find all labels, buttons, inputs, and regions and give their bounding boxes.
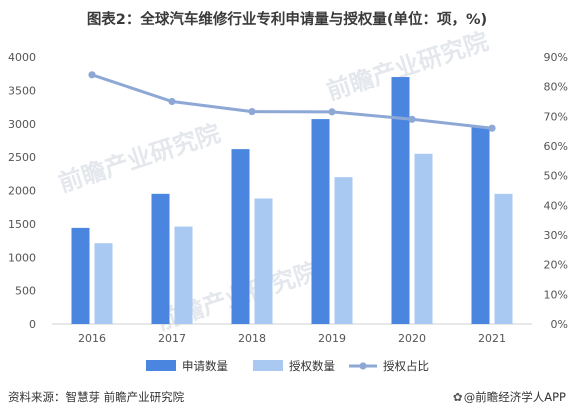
legend: 申请数量 授权数量 授权占比: [146, 359, 429, 373]
brand-label: @前瞻经济学人APP: [463, 390, 566, 404]
y-right-tick-label: 0%: [551, 318, 568, 331]
y-right-tick-label: 10%: [544, 288, 568, 301]
legend-swatch-applications: [146, 360, 176, 371]
y-right-tick-label: 20%: [544, 259, 568, 272]
chart-title: 图表2：全球汽车维修行业专利申请量与授权量(单位：项，%): [86, 12, 488, 28]
brand-credit: ✿@前瞻经济学人APP: [452, 389, 566, 405]
bar-grants: [414, 153, 433, 324]
legend-label-ratio: 授权占比: [383, 359, 429, 373]
ratio-line: [88, 71, 496, 132]
ratio-point: [328, 108, 336, 116]
y-right-tick-label: 50%: [544, 170, 568, 183]
x-tick-label: 2019: [318, 332, 346, 345]
watermark-text: 前瞻产业研究院: [55, 119, 223, 198]
wechat-like-icon: ✿: [452, 390, 463, 404]
axes: 0 500 1000 1500 2000 2500 3000 3500 4000 0% 10% 20%…: [8, 51, 568, 345]
ratio-point: [88, 71, 96, 79]
legend-label-applications: 申请数量: [182, 359, 228, 373]
y-right-tick-label: 80%: [544, 81, 568, 94]
bar-grants: [94, 243, 113, 324]
y-left-tick-label: 1000: [8, 251, 36, 264]
ratio-line-path: [91, 73, 493, 130]
y-left-tick-label: 3000: [8, 118, 36, 131]
x-tick-label: 2018: [238, 332, 266, 345]
y-right-tick-label: 40%: [544, 199, 568, 212]
y-left-tick-label: 4000: [8, 51, 36, 64]
y-left-tick-label: 0: [29, 318, 36, 331]
y-right-tick-label: 90%: [544, 51, 568, 64]
legend-swatch-ratio-point: [359, 362, 367, 370]
x-tick-label: 2020: [398, 332, 426, 345]
ratio-point: [168, 97, 176, 106]
bar-applications: [311, 119, 330, 324]
bar-applications: [231, 149, 250, 324]
bar-applications: [71, 227, 90, 324]
legend-label-grants: 授权数量: [289, 359, 335, 373]
bar-grants: [254, 198, 273, 324]
y-right-tick-label: 60%: [544, 140, 568, 153]
legend-swatch-grants: [253, 360, 283, 371]
x-tick-label: 2017: [158, 332, 186, 345]
bar-applications: [391, 77, 410, 325]
y-left-tick-label: 2500: [8, 151, 36, 164]
y-left-tick-label: 2000: [8, 185, 36, 198]
source-note: 资料来源：智慧芽 前瞻产业研究院: [8, 390, 185, 404]
bar-grants: [174, 226, 193, 324]
x-tick-label: 2021: [478, 332, 506, 345]
ratio-point: [248, 107, 256, 116]
bar-applications: [471, 127, 490, 325]
y-right-tick-label: 70%: [544, 110, 568, 123]
y-left-tick-label: 3500: [8, 84, 36, 97]
x-tick-label: 2016: [78, 332, 106, 345]
bar-grants: [334, 177, 353, 324]
y-right-tick-label: 30%: [544, 229, 568, 242]
ratio-point: [488, 124, 496, 132]
bar-applications: [151, 193, 170, 324]
y-left-tick-label: 500: [15, 285, 36, 298]
bar-grants: [494, 193, 513, 324]
ratio-point: [408, 115, 416, 123]
y-left-tick-label: 1500: [8, 218, 36, 231]
bars: [71, 77, 513, 325]
